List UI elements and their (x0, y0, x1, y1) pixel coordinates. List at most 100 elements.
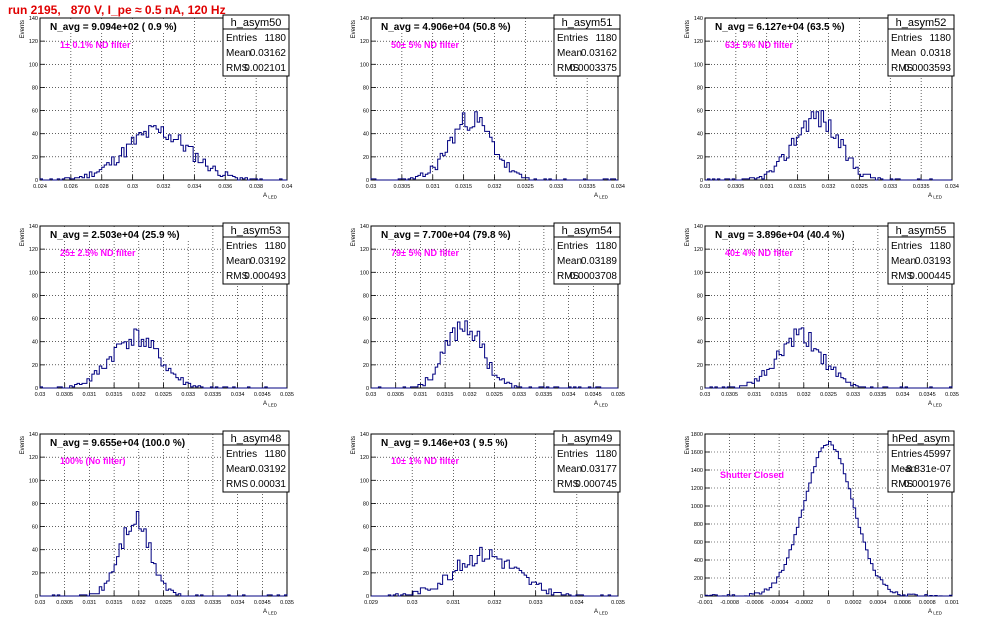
stats-value: 1180 (264, 241, 286, 252)
x-tick-label: 0.029 (364, 600, 378, 606)
stats-key: RMS (891, 479, 914, 490)
y-axis-label: Events (20, 228, 26, 246)
x-tick-label: 0.0325 (820, 392, 837, 398)
y-tick-label: 100 (360, 478, 369, 484)
y-tick-label: 60 (32, 109, 38, 115)
x-tick-label: 0.035 (280, 392, 294, 398)
navg-box (42, 436, 194, 449)
stats-value: 0.0001976 (904, 479, 952, 490)
y-tick-label: 100 (694, 62, 703, 68)
stats-value: 0.0003375 (570, 63, 618, 74)
stats-value: 0.000493 (244, 271, 286, 282)
stats-key: RMS (557, 271, 580, 282)
y-tick-label: 1000 (691, 504, 703, 510)
x-tick-label: 0.03 (407, 600, 418, 606)
x-tick-label: 0.032 (157, 184, 171, 190)
x-tick-label: 0.0006 (894, 600, 911, 606)
stats-value: 1180 (595, 33, 617, 44)
y-tick-label: 80 (363, 85, 369, 91)
stats-key: Entries (226, 449, 257, 460)
x-tick-label: -0.0002 (794, 600, 813, 606)
y-tick-label: 100 (29, 62, 38, 68)
filter-label: Shutter Closed (720, 470, 784, 480)
x-tick-label: -0.001 (697, 600, 713, 606)
stats-key: RMS (557, 63, 580, 74)
x-tick-label: 0.0335 (913, 184, 930, 190)
histogram-line (705, 327, 953, 389)
y-tick-label: 0 (35, 178, 38, 184)
x-tick-label: 0.035 (280, 600, 294, 606)
stats-key: Mean (557, 464, 582, 475)
stats-value: -8.831e-07 (903, 464, 952, 475)
y-tick-label: 0 (700, 178, 703, 184)
x-tick-label: 0.03 (35, 392, 46, 398)
pad-h_asym49: 0.029 0.03 0.031 0.032 0.033 0.034 0.035 0 20 40 6… (351, 430, 625, 616)
navg-label: N_avg = 4.906e+04 (50.8 %) (381, 22, 511, 33)
stats-title: h_asym50 (231, 17, 282, 29)
y-axis-label: Events (351, 436, 357, 454)
x-tick-label: 0.034 (896, 392, 910, 398)
y-tick-label: 80 (32, 85, 38, 91)
x-tick-label: 0.0315 (437, 392, 454, 398)
x-axis-label: A LED (928, 609, 943, 616)
y-tick-label: 80 (32, 501, 38, 507)
filter-label: 50± 5% ND filter (391, 40, 459, 50)
x-tick-label: 0.032 (822, 184, 836, 190)
y-tick-label: 1600 (691, 450, 703, 456)
y-axis-label: Events (351, 228, 357, 246)
y-tick-label: 1200 (691, 486, 703, 492)
stats-key: RMS (226, 479, 249, 490)
y-tick-label: 1400 (691, 468, 703, 474)
stats-title: h_asym48 (231, 433, 282, 445)
x-tick-label: 0.0305 (721, 392, 738, 398)
histogram-line (371, 320, 618, 389)
stats-key: Entries (557, 449, 588, 460)
x-tick-label: 0.033 (512, 392, 526, 398)
x-axis-label: A LED (594, 401, 609, 408)
y-tick-label: 60 (697, 109, 703, 115)
x-tick-label: 0.0345 (919, 392, 936, 398)
y-tick-label: 20 (697, 155, 703, 161)
pad-h_asym48: 0.03 0.0305 0.031 0.0315 0.032 0.0325 0.033 0.0… (20, 430, 294, 616)
x-tick-label: 0.03 (366, 392, 377, 398)
stats-key: RMS (557, 479, 580, 490)
y-tick-label: 100 (29, 478, 38, 484)
histogram-line (39, 125, 287, 181)
x-tick-label: 0.031 (83, 600, 97, 606)
stats-key: Entries (557, 33, 588, 44)
stats-key: Mean (226, 48, 251, 59)
y-tick-label: 40 (697, 132, 703, 138)
stats-box (553, 430, 621, 493)
x-tick-label: 0.0325 (486, 392, 503, 398)
x-tick-label: 0.032 (132, 600, 146, 606)
stats-value: 0.03162 (581, 48, 618, 59)
x-tick-label: 0.033 (846, 392, 860, 398)
x-tick-label: 0.0305 (393, 184, 410, 190)
y-tick-label: 140 (29, 224, 38, 230)
stats-box (222, 430, 290, 493)
x-tick-label: 0.0315 (106, 392, 123, 398)
x-tick-label: 0.0335 (869, 392, 886, 398)
x-tick-label: 0.03 (700, 184, 711, 190)
histogram-line (39, 328, 287, 389)
x-axis-label: A LED (928, 193, 943, 200)
y-tick-label: 0 (366, 594, 369, 600)
stats-value: 0.03177 (581, 464, 618, 475)
y-tick-label: 60 (363, 109, 369, 115)
navg-label: N_avg = 9.094e+02 ( 0.9 %) (50, 22, 177, 33)
y-tick-label: 400 (694, 558, 703, 564)
filter-label: 10± 1% ND filter (391, 456, 459, 466)
y-tick-label: 120 (29, 247, 38, 253)
x-tick-label: 0.0315 (789, 184, 806, 190)
y-tick-label: 80 (363, 501, 369, 507)
y-tick-label: 120 (360, 247, 369, 253)
stats-value: 0.03162 (250, 48, 287, 59)
y-axis-label: Events (685, 436, 691, 454)
navg-label: N_avg = 9.655e+04 (100.0 %) (50, 438, 185, 449)
x-tick-label: 0.0004 (869, 600, 886, 606)
stats-value: 1180 (595, 449, 617, 460)
pad-h_asym52: 0.03 0.0305 0.031 0.0315 0.032 0.0325 0.033 0.0… (685, 14, 959, 200)
x-tick-label: 0.034 (611, 184, 625, 190)
stats-title: h_asym53 (231, 225, 282, 237)
x-tick-label: 0.036 (218, 184, 232, 190)
